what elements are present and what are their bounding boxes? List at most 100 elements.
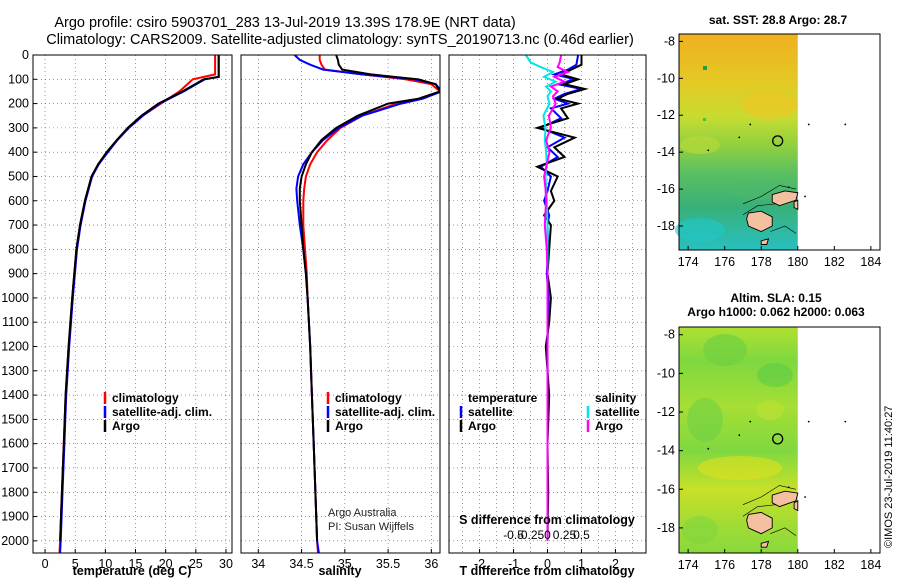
s-tick-label: -0.25 — [517, 528, 545, 542]
legend-satellite-label: satellite-adj. clim. — [112, 405, 212, 419]
lat-tick-label: -8 — [664, 328, 675, 342]
difference-panel: -2 -1 0 1 2 -0.5-0.25 0 0.250.5 T difference f… — [448, 54, 647, 578]
x-tick-label: -2 — [474, 557, 485, 571]
x-tick-label: 25 — [189, 557, 203, 571]
lat-tick-label: -16 — [657, 182, 675, 196]
sla-map-panel: Altim. SLA: 0.15 Argo h1000: 0.062 h2000… — [657, 291, 881, 572]
y-tick-label: 1900 — [1, 510, 29, 524]
x-tick-label: 1 — [578, 557, 585, 571]
island — [746, 511, 773, 535]
salinity-frame — [240, 54, 441, 554]
islet — [807, 123, 810, 126]
sla-map-lon-ticks: 174 176 178 180 182 184 — [678, 549, 881, 572]
lat-tick-label: -18 — [657, 521, 675, 535]
salinity-x-ticks: 34 34.5 35 35.5 36 — [251, 549, 438, 571]
series-line-climatology — [58, 55, 217, 553]
lon-tick-label: 180 — [787, 558, 808, 572]
credit-line1: Argo Australia — [328, 507, 397, 519]
lat-tick-label: -14 — [657, 444, 675, 458]
sst-field-texture — [675, 66, 798, 242]
lat-tick-label: -12 — [657, 108, 675, 122]
lon-tick-label: 174 — [678, 255, 699, 269]
y-tick-label: 2000 — [1, 534, 29, 548]
lat-tick-label: -12 — [657, 405, 675, 419]
s-tick-label: 0 — [544, 528, 551, 542]
x-tick-label: 34.5 — [289, 557, 313, 571]
s-tick-label: 0.25 — [553, 528, 577, 542]
y-tick-label: 1800 — [1, 485, 29, 499]
legend-t-argo-label: Argo — [468, 419, 496, 433]
temperature-frame — [32, 54, 233, 554]
y-tick-label: 1500 — [1, 412, 29, 426]
lat-tick-label: -18 — [657, 219, 675, 233]
salinity-grid — [241, 54, 440, 553]
salinity-profiles — [293, 55, 440, 553]
sla-field-texture — [682, 334, 793, 544]
temperature-grid — [33, 54, 232, 553]
series-line-argo — [298, 55, 440, 541]
x-tick-label: 5 — [72, 557, 79, 571]
islet — [787, 486, 790, 489]
salinity-panel: 34 34.5 35 35.5 36 salinity climatology sate… — [240, 54, 441, 578]
lon-tick-label: 174 — [678, 558, 699, 572]
lon-tick-label: 182 — [824, 255, 845, 269]
temperature-profiles — [58, 55, 220, 553]
island — [771, 490, 799, 508]
x-tick-label: 15 — [129, 557, 143, 571]
islet — [738, 136, 741, 139]
difference-legend: temperature salinity satellite Argo sate… — [459, 391, 640, 433]
lon-tick-label: 182 — [824, 558, 845, 572]
t-difference-x-label: T difference from climatology — [459, 564, 634, 578]
sla-fiji-islands — [707, 420, 847, 548]
islet — [749, 123, 752, 126]
island — [760, 540, 770, 548]
y-tick-label: 600 — [8, 194, 29, 208]
series-line-satellite-adj-clim- — [59, 55, 220, 553]
figure-title-line2: Climatology: CARS2009. Satellite-adjuste… — [46, 32, 634, 48]
sst-float-marker — [772, 135, 784, 147]
islet — [787, 186, 790, 189]
salinity-legend: climatology satellite-adj. clim. Argo — [326, 391, 435, 433]
salinity-x-label: salinity — [318, 564, 361, 578]
reef-outline — [770, 527, 797, 536]
y-tick-label: 300 — [8, 121, 29, 135]
legend-salinity-header: salinity — [595, 391, 637, 405]
legend-climatology-label: climatology — [335, 391, 402, 405]
sla-map-title-line1: Altim. SLA: 0.15 — [730, 291, 822, 305]
figure-title-line1: Argo profile: csiro 5903701_283 13-Jul-2… — [54, 15, 515, 31]
islet — [707, 149, 710, 152]
s-difference-label: S difference from climatology — [459, 513, 635, 527]
y-tick-label: 1000 — [1, 291, 29, 305]
reef-outline — [742, 485, 796, 505]
lon-tick-label: 176 — [714, 255, 735, 269]
temperature-panel: 0 5 10 15 20 25 30 0 100 200 300 400 500 600 700 800 90… — [1, 48, 233, 578]
legend-s-satellite-label: satellite — [595, 405, 640, 419]
lat-tick-label: -14 — [657, 145, 675, 159]
y-tick-label: 700 — [8, 218, 29, 232]
lon-tick-label: 184 — [860, 558, 881, 572]
y-tick-label: 1200 — [1, 340, 29, 354]
sst-fiji-islands — [707, 123, 847, 245]
y-tick-label: 500 — [8, 169, 29, 183]
reef-outline — [742, 203, 776, 216]
legend-satellite-label: satellite-adj. clim. — [335, 405, 435, 419]
x-tick-label: 36 — [424, 557, 438, 571]
credit-line2: PI: Susan Wijffels — [328, 521, 414, 533]
sst-map-lon-ticks: 174 176 178 180 182 184 — [678, 246, 881, 269]
legend-argo-label: Argo — [112, 419, 140, 433]
sla-map-frame — [678, 326, 881, 554]
s-tick-label: 0.5 — [573, 528, 590, 542]
lon-tick-label: 178 — [751, 255, 772, 269]
sla-map-lat-ticks: -8 -10 -12 -14 -16 -18 — [657, 328, 683, 535]
y-tick-label: 1400 — [1, 388, 29, 402]
islet — [738, 434, 741, 437]
x-tick-label: 0 — [42, 557, 49, 571]
y-tick-label: 1600 — [1, 437, 29, 451]
island — [793, 199, 799, 211]
s-difference-ticks: -0.5-0.25 0 0.250.5 — [503, 528, 590, 542]
series-line-climatology — [302, 55, 440, 553]
lat-tick-label: -10 — [657, 71, 675, 85]
lat-tick-label: -10 — [657, 366, 675, 380]
islet — [844, 420, 847, 423]
temperature-legend: climatology satellite-adj. clim. Argo — [103, 391, 212, 433]
